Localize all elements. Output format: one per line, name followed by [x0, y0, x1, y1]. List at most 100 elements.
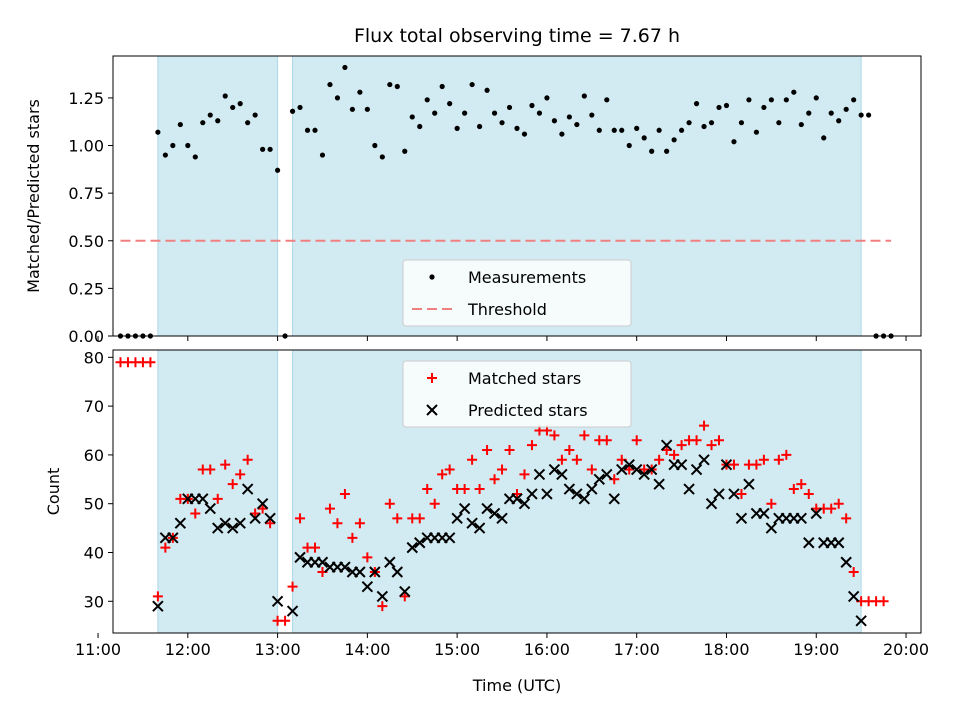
matched-star-point	[758, 454, 769, 465]
measurement-point	[237, 101, 243, 107]
x-tick-label: 16:00	[524, 640, 570, 659]
matched-star-point	[586, 464, 597, 475]
legend-marker-plus	[427, 373, 437, 383]
measurement-point	[851, 97, 857, 103]
predicted-star-point	[234, 517, 246, 529]
plot-frame	[112, 349, 922, 634]
measurement-point	[858, 112, 864, 118]
matched-star-point	[280, 615, 291, 626]
x-tick-label: 20:00	[883, 640, 929, 659]
legend-box	[402, 360, 632, 428]
measurement-point	[723, 102, 730, 109]
matched-star-point	[437, 469, 448, 480]
matched-star-point	[235, 469, 246, 480]
matched-star-point	[310, 542, 320, 553]
matched-star-point	[833, 498, 844, 509]
predicted-star-point	[473, 522, 486, 534]
measurement-point	[245, 120, 251, 126]
measurement-point	[200, 120, 206, 126]
measurement-point	[267, 146, 273, 152]
matched-star-point	[339, 488, 350, 499]
predicted-star-point	[406, 541, 418, 554]
measurement-point	[364, 106, 370, 112]
predicted-star-point	[376, 590, 389, 603]
predicted-star-point	[571, 488, 583, 500]
predicted-star-point	[271, 595, 284, 607]
matched-star-point	[676, 440, 687, 451]
measurement-point	[581, 93, 587, 99]
top-panel: 0.00 0.25 0.50 0.75 1.00 1.25 Flux total obser…	[24, 25, 922, 346]
matched-star-point	[579, 430, 590, 441]
chart-title: Flux total observing time = 7.67 h	[354, 25, 680, 47]
matched-star-point	[362, 552, 373, 563]
measurement-point	[701, 123, 707, 130]
predicted-star-point	[399, 585, 411, 598]
measurement-point	[746, 97, 752, 103]
measurement-point	[349, 106, 356, 112]
y-tick-label: 0.25	[68, 279, 104, 298]
measurement-point	[783, 97, 789, 103]
measurement-point	[611, 127, 617, 133]
predicted-star-point	[204, 502, 216, 515]
measurement-point	[207, 112, 213, 118]
x-tick-label: 14:00	[344, 640, 390, 659]
matched-star-point	[497, 464, 508, 475]
legend-marker-dot	[429, 274, 435, 280]
measurement-point	[559, 131, 565, 137]
predicted-star-point	[810, 507, 822, 520]
observing-window-band	[157, 55, 279, 337]
predicted-star-point	[219, 517, 231, 529]
predicted-star-point	[563, 483, 576, 495]
predicted-star-point	[264, 512, 276, 525]
measurement-point	[656, 127, 662, 133]
predicted-star-point	[630, 463, 643, 476]
legend: Measurements Threshold	[402, 259, 632, 327]
predicted-star-point	[518, 497, 531, 510]
legend-label: Measurements	[468, 268, 586, 287]
predicted-star-point	[713, 488, 725, 500]
measurement-point	[798, 121, 804, 128]
y-tick-label: 60	[84, 446, 104, 465]
matched-star-point	[152, 591, 163, 602]
x-tick-label: 11:00	[75, 640, 121, 659]
measurement-point	[387, 81, 393, 88]
measurement-point	[753, 129, 760, 135]
measurement-point	[686, 120, 692, 126]
matched-star-point	[265, 518, 276, 529]
measurement-point	[155, 129, 161, 135]
predicted-star-point	[152, 600, 164, 612]
legend-box	[402, 259, 632, 327]
measurement-point	[319, 152, 326, 158]
legend-label: Predicted stars	[468, 401, 588, 420]
bottom-panel: 11:00 12:00 13:00 14:00 15:00 16:00 17:00 18:00…	[44, 348, 929, 695]
measurement-point	[417, 123, 423, 130]
predicted-star-point	[339, 561, 351, 573]
matched-star-point	[766, 498, 777, 509]
matched-star-point	[624, 464, 635, 475]
matched-star-point	[444, 464, 455, 475]
measurement-point	[499, 120, 505, 126]
predicted-star-point	[458, 502, 471, 515]
predicted-star-point	[541, 488, 553, 500]
predicted-star-point	[443, 532, 456, 544]
measurement-point	[768, 97, 774, 103]
measurement-point	[671, 137, 677, 143]
matched-star-point	[654, 454, 665, 465]
plot-frame	[112, 55, 922, 337]
measurement-point	[641, 135, 647, 141]
predicted-star-point	[758, 507, 770, 520]
predicted-star-point	[212, 522, 224, 534]
predicted-star-point	[167, 532, 179, 544]
x-tick-label: 19:00	[793, 640, 839, 659]
legend-marker-x	[426, 404, 438, 416]
matched-star-point	[728, 459, 739, 470]
matched-star-point	[414, 513, 425, 524]
matched-star-point	[504, 445, 515, 456]
measurement-point	[791, 89, 797, 95]
measurement-point	[260, 146, 266, 152]
measurement-point	[619, 127, 625, 133]
measurement-point	[185, 142, 191, 149]
matched-star-point	[489, 474, 500, 485]
measurement-point	[252, 112, 258, 118]
matched-star-point	[601, 435, 612, 446]
